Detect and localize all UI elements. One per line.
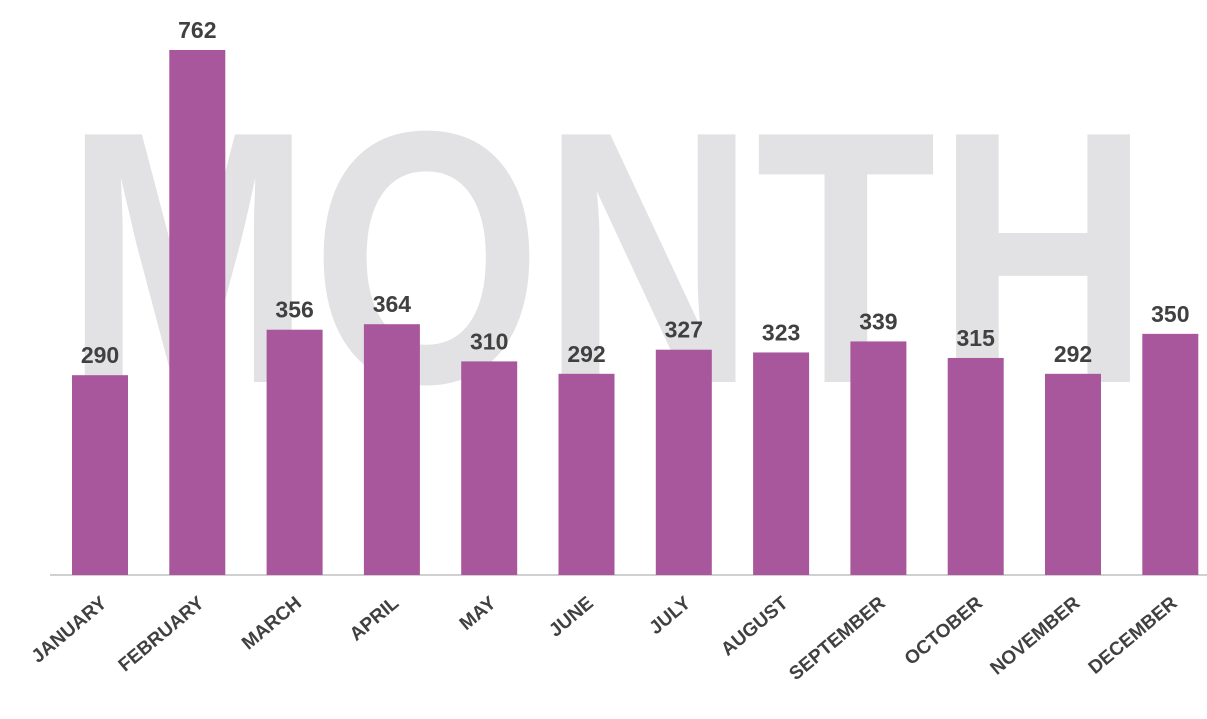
value-label: 762 [178,17,216,43]
value-label: 339 [859,308,897,334]
value-label: 350 [1151,301,1189,327]
x-tick-label: SEPTEMBER [786,593,890,685]
bar [1142,333,1199,575]
value-label: 364 [373,291,412,317]
bar [266,329,323,575]
value-label: 292 [1054,341,1092,367]
value-label: 315 [957,325,996,351]
x-tick-label: AUGUST [717,592,792,660]
value-label: 292 [567,341,605,367]
value-label: 323 [762,319,800,345]
x-tick-label: MARCH [238,593,306,655]
bar [558,373,615,575]
value-label: 327 [665,317,703,343]
x-tick-label: OCTOBER [901,593,987,670]
value-label: 310 [470,328,508,354]
bar [753,352,810,575]
x-tick-label: DECEMBER [1085,593,1182,679]
bar [169,49,226,576]
value-label: 356 [275,297,313,323]
x-tick-label: JULY [646,593,696,639]
x-tick-label: NOVEMBER [987,593,1085,680]
x-tick-label: MAY [456,593,501,635]
bar [363,324,420,575]
x-tick-label: JANUARY [28,593,112,668]
x-tick-label: FEBRUARY [115,593,209,677]
bar [1045,373,1101,575]
bar [461,361,518,575]
bar [947,357,1004,575]
value-label: 290 [81,342,119,368]
bar [655,349,712,575]
x-tick-label: APRIL [346,592,403,645]
x-tick-label: JUNE [545,593,597,642]
bar [850,341,907,575]
bar [72,375,128,575]
